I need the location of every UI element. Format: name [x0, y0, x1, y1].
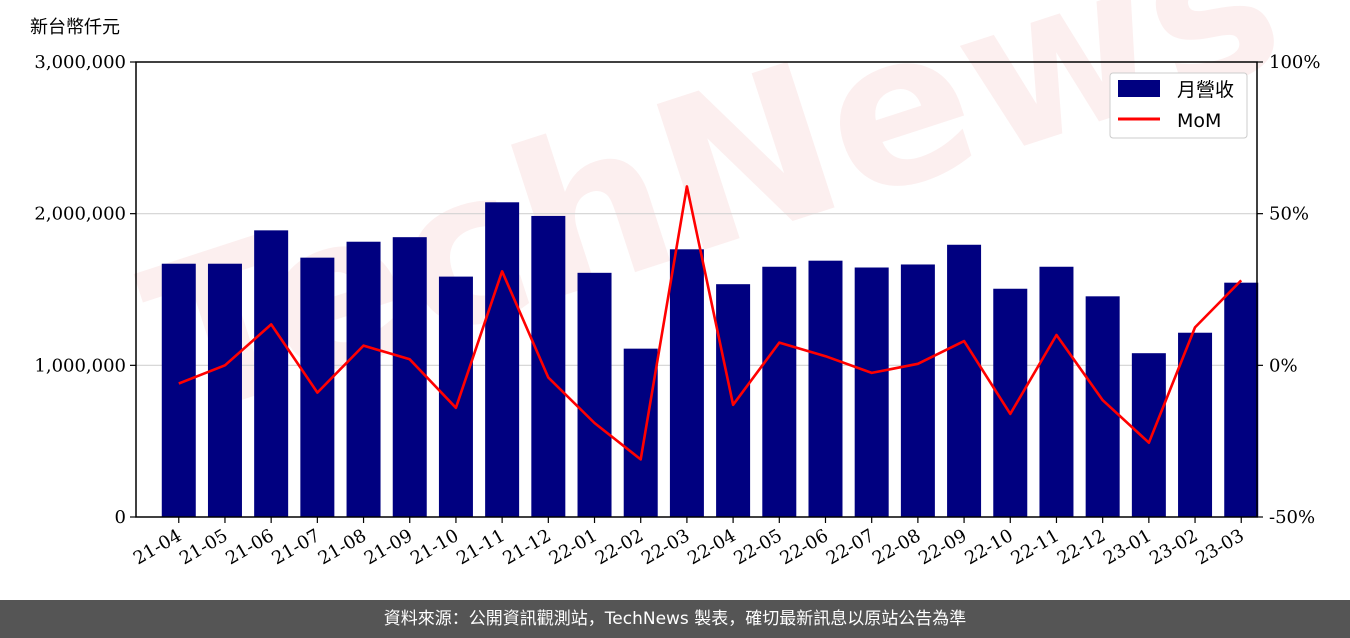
x-tick-label: 21-05 [176, 525, 231, 569]
bar-22-03 [669, 249, 704, 517]
x-tick-label: 22-11 [1008, 525, 1063, 569]
right-tick-label: 50% [1269, 204, 1309, 225]
bar-22-02 [623, 348, 658, 517]
x-tick-label: 21-09 [361, 525, 416, 569]
x-axis: 21-0421-0521-0621-0721-0821-0921-1021-11… [130, 517, 1248, 569]
legend-label-mom: MoM [1177, 110, 1221, 132]
bar-22-05 [762, 266, 797, 517]
x-tick-label: 21-07 [268, 525, 323, 569]
x-tick-label: 22-12 [1054, 525, 1109, 569]
x-tick-label: 22-09 [915, 525, 970, 569]
legend-bar-swatch [1118, 80, 1160, 97]
x-tick-label: 21-12 [499, 525, 554, 569]
x-tick-label: 21-11 [453, 525, 508, 569]
x-tick-label: 22-08 [869, 525, 924, 569]
source-footer: 資料來源：公開資訊觀測站，TechNews 製表，確切最新訊息以原站公告為準 [0, 600, 1350, 638]
x-tick-label: 22-04 [684, 525, 739, 569]
right-tick-label: -50% [1269, 507, 1315, 528]
watermark: TechNews [120, 0, 1307, 468]
mom-series-line [178, 185, 1243, 461]
left-tick-label: 2,000,000 [34, 204, 126, 225]
bar-22-09 [947, 244, 982, 517]
legend: 月營收 MoM [1109, 72, 1248, 139]
x-tick-label: 21-06 [222, 525, 277, 569]
left-tick-label: 0 [115, 507, 126, 528]
y-unit-label: 新台幣仟元 [30, 17, 120, 38]
x-tick-label: 23-03 [1192, 525, 1247, 569]
plot-frame [135, 61, 1258, 518]
bar-22-08 [900, 264, 935, 517]
watermark-text: TechNews [120, 0, 1307, 468]
x-tick-label: 23-02 [1146, 525, 1201, 569]
left-tick-label: 1,000,000 [34, 355, 126, 376]
bar-23-02 [1178, 332, 1213, 517]
x-tick-label: 22-10 [961, 525, 1016, 569]
bar-22-11 [1039, 266, 1074, 517]
bar-21-05 [207, 263, 242, 517]
bar-21-11 [485, 202, 520, 517]
x-tick-label: 22-07 [823, 525, 878, 569]
legend-label-revenue: 月營收 [1177, 79, 1234, 101]
bar-21-06 [254, 230, 289, 517]
bar-21-09 [392, 237, 427, 518]
right-tick-label: 100% [1269, 52, 1320, 73]
x-tick-label: 22-02 [592, 525, 647, 569]
bar-22-12 [1085, 296, 1120, 517]
chart: 新台幣仟元 TechNews 0 1,000,000 2,000,000 3,000,… [30, 0, 1320, 569]
bar-23-01 [1131, 353, 1166, 517]
bar-21-12 [531, 215, 566, 518]
bar-23-03 [1224, 282, 1259, 517]
x-tick-label: 22-05 [730, 525, 785, 569]
bars [161, 202, 1259, 518]
left-axis: 0 1,000,000 2,000,000 3,000,000 [34, 52, 136, 528]
right-axis: -50% 0% 50% 100% [1257, 52, 1320, 528]
x-tick-label: 23-01 [1100, 525, 1155, 569]
bar-22-07 [854, 267, 889, 517]
right-tick-label: 0% [1269, 355, 1298, 376]
left-tick-label: 3,000,000 [34, 52, 126, 73]
bar-22-06 [808, 260, 843, 517]
x-tick-label: 22-06 [777, 525, 832, 569]
bar-21-07 [300, 257, 335, 517]
x-tick-label: 21-04 [130, 525, 185, 569]
bar-21-08 [346, 241, 381, 517]
x-tick-label: 22-03 [638, 525, 693, 569]
x-tick-label: 22-01 [546, 525, 601, 569]
x-tick-label: 21-08 [315, 525, 370, 569]
x-tick-label: 21-10 [407, 525, 462, 569]
mom-line [178, 185, 1243, 461]
bar-22-10 [993, 288, 1028, 517]
bar-22-01 [577, 272, 612, 517]
bar-21-04 [161, 263, 196, 517]
